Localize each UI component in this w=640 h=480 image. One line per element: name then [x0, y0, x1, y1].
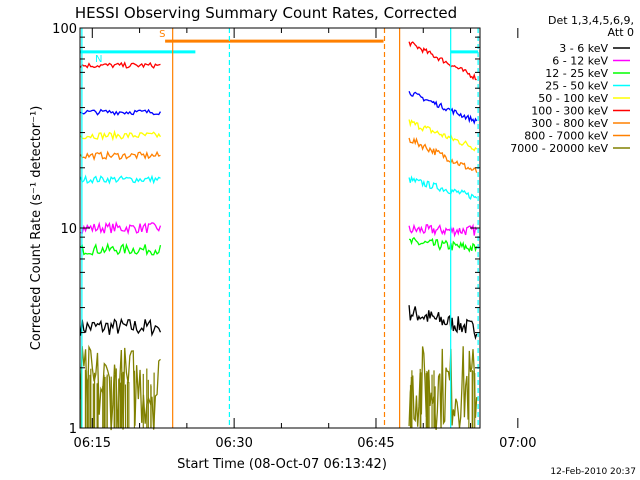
legend-label-6: 300 - 800 keV [531, 117, 608, 130]
y-tick-label: 10 [60, 222, 77, 237]
y-tick-label: 1 [69, 422, 77, 437]
x-tick-label: 06:15 [74, 436, 111, 451]
x-tick-label: 06:45 [357, 436, 394, 451]
legend-header-1: Det 1,3,4,5,6,9, [548, 14, 634, 27]
y-axis-label: Corrected Count Rate (s⁻¹ detector⁻¹) [29, 106, 44, 351]
series-line-2-pre [79, 242, 162, 257]
series-line-5-post [408, 41, 477, 81]
plot-frame [79, 27, 481, 429]
series-line-8-post [408, 346, 478, 431]
legend-label-3: 25 - 50 keV [545, 80, 608, 93]
legend-label-4: 50 - 100 keV [538, 92, 608, 105]
series-line-5-pre [79, 61, 161, 69]
legend-label-0: 3 - 6 keV [559, 42, 608, 55]
bar-label-1: N [95, 54, 102, 65]
legend-label-1: 6 - 12 keV [552, 55, 608, 68]
x-tick-label: 07:00 [499, 436, 536, 451]
plot-area: SN [79, 28, 479, 431]
series-line-6-post [408, 136, 478, 173]
legend-label-5: 100 - 300 keV [531, 105, 608, 118]
series-line-1-post [408, 223, 478, 238]
x-tick-label: 06:30 [215, 436, 252, 451]
axes: 11010006:1506:3006:4507:0007:1507:3007:4… [52, 22, 536, 451]
series-line-3-post [408, 175, 478, 200]
series-line-9-pre [80, 108, 162, 116]
series-line-3-pre [79, 174, 161, 185]
series-line-4-pre [79, 129, 162, 142]
footer-date: 12-Feb-2010 20:37 [550, 467, 636, 477]
series-line-0-post [408, 305, 478, 341]
chart-title: HESSI Observing Summary Count Rates, Cor… [75, 4, 457, 22]
legend-header-2: Att 0 [608, 26, 634, 39]
x-axis-label: Start Time (08-Oct-07 06:13:42) [177, 457, 387, 472]
bar-label-0: S [159, 29, 165, 40]
series-line-1-pre [80, 220, 162, 236]
legend-label-2: 12 - 25 keV [545, 67, 608, 80]
series-line-4-post [408, 119, 478, 152]
series-line-2-post [408, 236, 478, 253]
legend-label-8: 7000 - 20000 keV [510, 142, 608, 155]
series-line-0-pre [79, 317, 162, 338]
legend-label-7: 800 - 7000 keV [524, 130, 608, 143]
series-line-9-post [408, 90, 478, 125]
y-tick-label: 100 [52, 22, 77, 37]
series-line-6-pre [79, 150, 161, 162]
